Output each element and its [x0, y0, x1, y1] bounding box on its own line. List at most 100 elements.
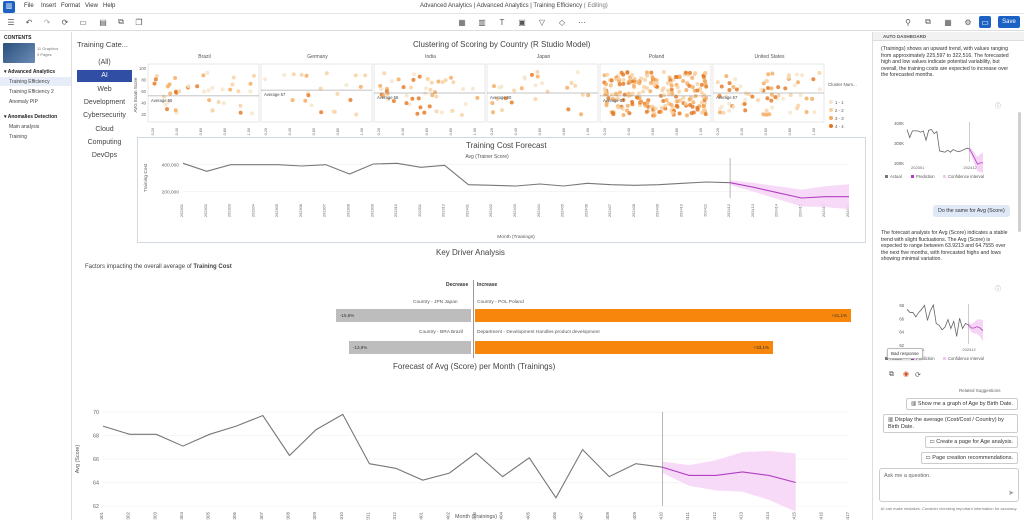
kda-row2-inc-bar[interactable]: +33,1%: [475, 341, 773, 354]
info-icon[interactable]: ⓘ: [995, 104, 1002, 110]
cluster-legend-swatch: [829, 116, 833, 120]
group-advanced-analytics[interactable]: ▾ Advanced Analytics: [4, 69, 56, 75]
settings-icon[interactable]: ⚙: [964, 17, 972, 27]
mini-forecast-line: [968, 324, 984, 331]
regenerate-icon[interactable]: ⟳: [915, 372, 921, 379]
cluster-point: [335, 91, 340, 96]
cluster-xtick: 0.60: [651, 128, 655, 135]
text-icon[interactable]: T: [499, 17, 505, 27]
thumbs-down-icon[interactable]: ◉: [903, 371, 910, 378]
cluster-point: [580, 92, 585, 97]
kda-row1-dec-bar[interactable]: -15,6%: [336, 309, 471, 322]
menu-file[interactable]: File: [24, 3, 34, 9]
xtick-label: 202411: [685, 511, 690, 520]
table-icon[interactable]: ▦: [458, 17, 466, 27]
cluster-point: [186, 84, 191, 89]
xtick-label: 202303: [227, 203, 232, 217]
send-icon[interactable]: ➤: [1008, 490, 1014, 497]
cluster-point: [624, 108, 629, 113]
present-icon[interactable]: ▭: [979, 16, 991, 28]
copy-icon[interactable]: ⧉: [118, 17, 124, 26]
kda-row1-inc-bar[interactable]: +41,1%: [475, 309, 851, 322]
xtick-label: 202402: [445, 511, 450, 520]
suggestion-1[interactable]: ▥ Show me a graph of Age by Birth Date.: [906, 398, 1018, 410]
open-icon[interactable]: ☰: [7, 17, 15, 27]
cluster-point: [792, 83, 797, 88]
cluster-point: [770, 105, 775, 110]
filter-item[interactable]: Development: [83, 98, 126, 106]
page-main-analysis[interactable]: Main analysis: [9, 124, 40, 130]
xtick-label: 202415: [797, 203, 802, 217]
cluster-point: [683, 70, 688, 75]
menu-insert[interactable]: Insert: [41, 3, 57, 9]
cluster-point: [667, 92, 672, 97]
filter-item[interactable]: Web: [97, 85, 112, 93]
question-input[interactable]: Ask me a question. ➤: [879, 468, 1019, 502]
copy-response-icon[interactable]: ⧉: [889, 371, 894, 378]
info-icon-2[interactable]: ⓘ: [995, 287, 1002, 293]
cluster-point: [684, 88, 689, 93]
cluster-point: [303, 98, 308, 103]
suggestion-4[interactable]: ▭ Page creation recommendations.: [920, 452, 1018, 464]
redo-icon[interactable]: ↷: [43, 17, 51, 27]
cluster-point: [306, 93, 311, 98]
more-icon[interactable]: ⋯: [578, 17, 586, 27]
grid-icon[interactable]: ▦: [944, 17, 952, 27]
page-training-efficiency[interactable]: Training Efficiency: [9, 79, 50, 85]
cluster-point: [695, 81, 700, 86]
cluster-point: [652, 83, 657, 88]
actual-line: [182, 162, 731, 187]
xtick-label: 202301: [179, 204, 184, 217]
link-icon[interactable]: ⚲: [905, 17, 911, 27]
shape-icon[interactable]: ◇: [558, 17, 566, 27]
filter-item[interactable]: Computing: [87, 138, 122, 146]
refresh-icon[interactable]: ⟳: [61, 17, 69, 27]
xtick-label: 202309: [312, 511, 317, 520]
app-logo-icon[interactable]: ▥: [3, 1, 15, 13]
panel-scrollbar[interactable]: [1018, 112, 1021, 232]
duplicate-icon[interactable]: ❐: [135, 17, 143, 27]
menu-format[interactable]: Format: [61, 3, 81, 9]
filter-icon[interactable]: ▽: [538, 17, 546, 27]
save-button[interactable]: Save: [998, 16, 1020, 28]
cluster-country-label: India: [425, 54, 436, 60]
menu-view[interactable]: View: [85, 3, 98, 9]
cluster-point: [699, 82, 704, 87]
filter-item[interactable]: Cloud: [95, 125, 114, 133]
cluster-point: [689, 111, 694, 116]
cluster-point: [605, 72, 610, 77]
page-thumbnail[interactable]: [3, 43, 35, 63]
page-anomaly-pip[interactable]: Anomaly PIP: [9, 99, 38, 105]
cluster-point: [787, 73, 792, 78]
kda-row2-dec-bar[interactable]: -13,9%: [349, 341, 471, 354]
filter-item[interactable]: AI: [77, 70, 132, 83]
assistant-message-2: The forecast analysis for Avg (Score) in…: [881, 230, 1008, 262]
filter-item[interactable]: (All): [98, 59, 111, 66]
suggestion-3[interactable]: ▭ Create a page for Age analysis.: [924, 436, 1018, 448]
group-anomalies-detection[interactable]: ▾ Anomalies Detection: [4, 114, 58, 120]
menu-help[interactable]: Help: [103, 3, 116, 9]
chart-icon[interactable]: ▥: [478, 17, 486, 27]
cluster-point: [766, 72, 771, 77]
cluster-ytick: 100: [139, 66, 147, 71]
xtick-label: 202415: [792, 511, 797, 520]
suggestion-2[interactable]: ▥ Display the average (Cost/Cost / Count…: [883, 414, 1018, 433]
filter-item[interactable]: Cybersecurity: [83, 112, 126, 120]
cluster-point: [319, 110, 324, 115]
cluster-xtick: 0.80: [223, 128, 227, 135]
cluster-point: [639, 76, 644, 81]
page-training-efficiency-2[interactable]: Training Efficiency 2: [9, 89, 54, 95]
cost-chart-frame[interactable]: [137, 137, 866, 243]
cluster-point: [796, 103, 801, 108]
cluster-point: [767, 112, 772, 117]
cluster-point: [210, 85, 215, 90]
page-training[interactable]: Training: [9, 134, 27, 140]
filter-item[interactable]: DevOps: [91, 152, 118, 160]
xtick-label: 202308: [286, 511, 291, 520]
image-icon[interactable]: ▣: [518, 17, 526, 27]
page-icon[interactable]: ▤: [99, 17, 107, 27]
layers-icon[interactable]: ⧉: [925, 17, 931, 26]
save-icon[interactable]: ▭: [79, 17, 87, 27]
undo-icon[interactable]: ↶: [25, 17, 33, 27]
cost-chart-title: Training Cost Forecast: [466, 141, 547, 150]
